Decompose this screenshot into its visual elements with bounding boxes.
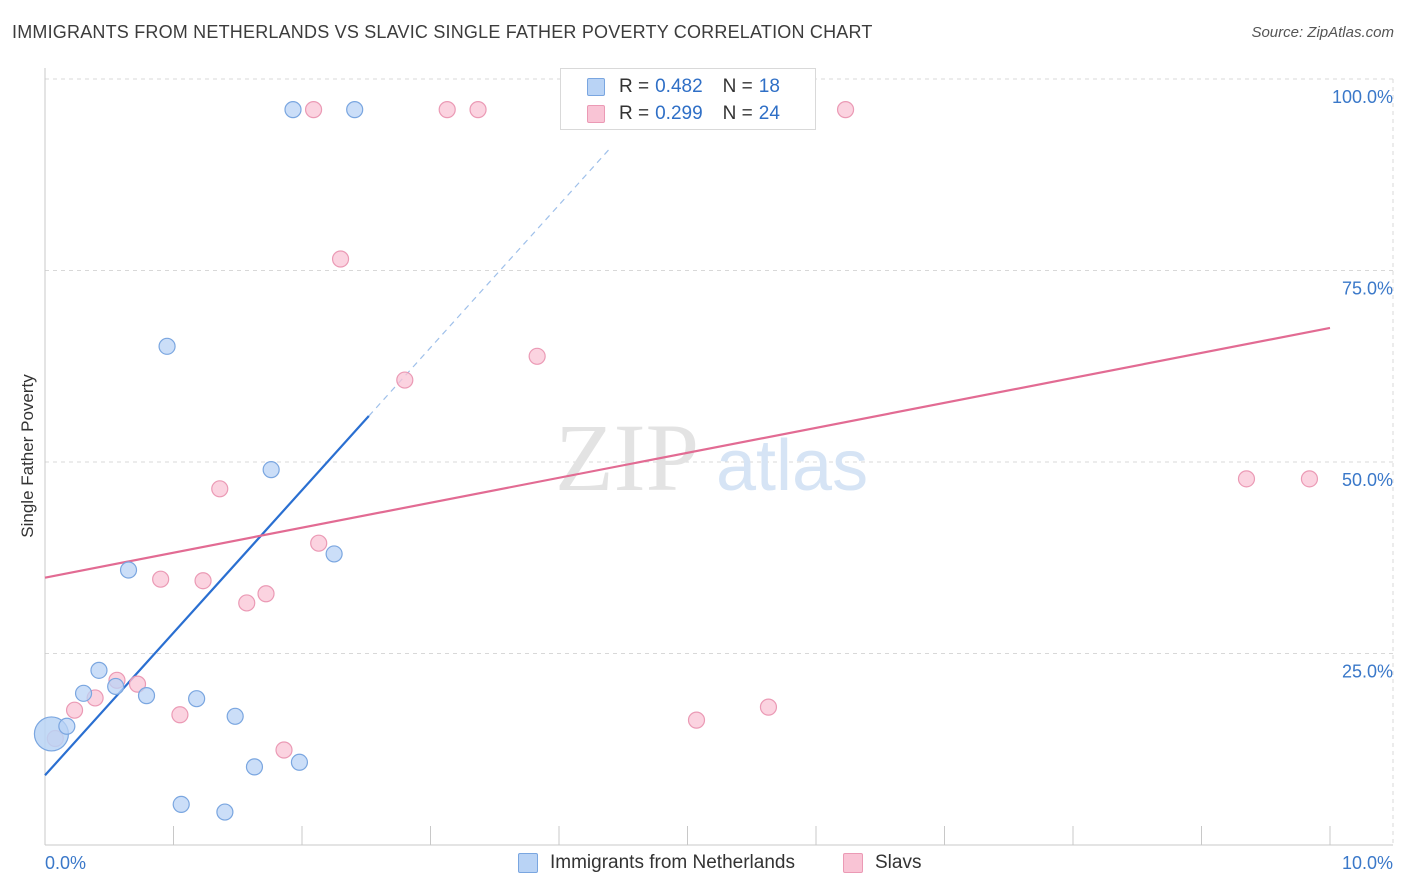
stats-legend: R = 0.482 N = 18 R = 0.299 N = 24 [560,68,816,130]
point-netherlands [188,690,206,708]
point-slavs [438,101,456,119]
point-slavs [759,698,778,716]
axis-layer [44,68,1393,846]
y-tick-label: 50.0% [1342,470,1393,490]
point-netherlands [245,758,264,776]
point-netherlands [262,461,280,479]
legend-r-label: R = [619,76,650,97]
point-slavs [687,711,706,729]
trend-line-slavs [44,326,1331,579]
point-netherlands [226,707,244,725]
y-tick-label: 75.0% [1342,279,1393,299]
legend-swatch-blue [587,78,605,96]
legend-r-label: R = [619,103,650,124]
point-slavs [275,741,293,759]
tick-labels: 25.0% 50.0% 75.0% 100.0% 0.0% 10.0% [45,87,1393,873]
legend-n-value: 24 [758,103,780,124]
point-netherlands [107,677,125,696]
point-netherlands [158,337,176,355]
point-slavs [331,250,350,268]
legend-label-slavs: Slavs [875,852,922,873]
point-netherlands [119,561,138,579]
x-tick-label-min: 0.0% [45,853,86,873]
legend-r-value: 0.482 [655,76,703,97]
x-tick-label-max: 10.0% [1342,853,1393,873]
trend-line-netherlands [44,415,370,777]
point-netherlands [58,717,76,735]
point-netherlands [216,803,234,821]
point-slavs [128,675,147,693]
point-slavs [836,101,855,119]
point-slavs [304,101,323,119]
legend-n-value: 18 [758,76,780,97]
point-slavs [238,594,256,612]
point-netherlands [172,795,190,814]
point-netherlands [325,545,343,563]
point-netherlands [284,101,302,119]
legend-r-value: 0.299 [655,103,703,124]
watermark: ZIP atlas [555,404,868,511]
point-netherlands [137,687,156,705]
watermark-atlas: atlas [716,426,868,506]
point-netherlands [90,661,108,679]
legend-item-slavs[interactable]: Slavs [843,852,921,874]
point-netherlands [74,684,93,702]
point-slavs [1300,470,1319,488]
legend-swatch-pink [587,105,605,123]
point-slavs [65,701,84,719]
source-note: Source: ZipAtlas.com [1251,24,1394,41]
legend-n-label: N = [722,76,753,97]
data-points [33,101,1319,821]
point-slavs [194,572,212,590]
y-tick-label: 100.0% [1332,87,1393,107]
legend-label-netherlands: Immigrants from Netherlands [550,852,795,873]
y-tick-label: 25.0% [1342,662,1393,682]
watermark-zip: ZIP [555,404,699,511]
legend-row-netherlands: R = 0.482 N = 18 [587,75,780,99]
trend-line-netherlands-extension [368,147,611,417]
point-slavs [528,347,546,365]
legend-item-netherlands[interactable]: Immigrants from Netherlands [518,852,795,874]
chart-title: IMMIGRANTS FROM NETHERLANDS VS SLAVIC SI… [12,22,873,42]
point-slavs [1237,470,1256,488]
legend-swatch-blue [518,853,538,873]
point-slavs [469,101,487,119]
point-slavs [310,534,328,552]
trend-lines [44,147,1331,777]
point-slavs [171,706,189,724]
point-slavs [152,570,170,588]
series-legend: Immigrants from Netherlands Slavs [0,852,1406,876]
point-netherlands [346,101,364,119]
point-netherlands [290,753,309,771]
point-slavs [211,480,229,498]
legend-n-label: N = [722,103,753,124]
point-slavs [257,585,275,603]
legend-swatch-pink [843,853,863,873]
legend-row-slavs: R = 0.299 N = 24 [587,102,780,126]
point-slavs [396,371,414,389]
